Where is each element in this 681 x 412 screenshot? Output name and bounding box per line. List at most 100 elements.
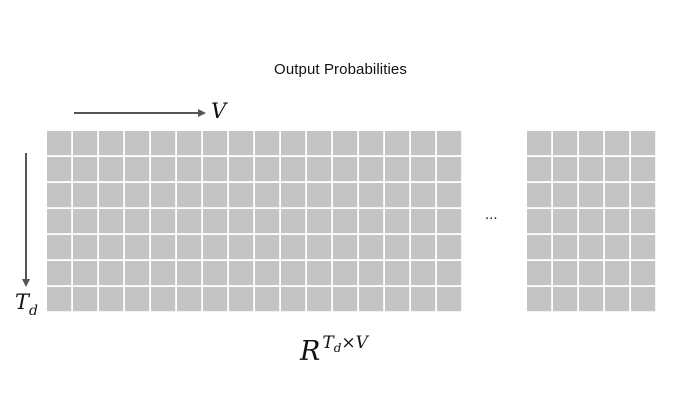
matrix-cell [255, 157, 280, 182]
matrix-cell [411, 209, 436, 234]
matrix-cell [255, 261, 280, 286]
matrix-cell [631, 287, 656, 312]
matrix-cell [99, 261, 124, 286]
matrix-cell [47, 131, 72, 156]
matrix-cell [631, 261, 656, 286]
matrix-cell [73, 157, 98, 182]
matrix-cell [553, 209, 578, 234]
formula-base: R [300, 336, 321, 367]
matrix-cell [255, 287, 280, 312]
matrix-cell [631, 183, 656, 208]
matrix-cell [229, 287, 254, 312]
matrix-cell [437, 287, 462, 312]
matrix-cell [125, 183, 150, 208]
matrix-cell [527, 209, 552, 234]
matrix-cell [579, 209, 604, 234]
matrix-cell [333, 157, 358, 182]
matrix-cell [281, 209, 306, 234]
matrix-cell [437, 157, 462, 182]
matrix-cell [579, 157, 604, 182]
matrix-cell [385, 183, 410, 208]
matrix-cell [47, 287, 72, 312]
matrix-cell [385, 235, 410, 260]
matrix-cell [177, 209, 202, 234]
matrix-cell [437, 131, 462, 156]
matrix-cell [437, 209, 462, 234]
matrix-cell [359, 287, 384, 312]
matrix-cell [411, 261, 436, 286]
matrix-cell [281, 235, 306, 260]
matrix-cell [359, 209, 384, 234]
formula-superscript-subscript: d [333, 341, 342, 355]
matrix-cell [605, 287, 630, 312]
matrix-cell [255, 183, 280, 208]
matrix-cell [385, 157, 410, 182]
matrix-cell [411, 183, 436, 208]
matrix-cell [553, 235, 578, 260]
matrix-cell [605, 261, 630, 286]
matrix-cell [307, 209, 332, 234]
matrix-cell [255, 209, 280, 234]
matrix-cell [553, 157, 578, 182]
matrix-cell [99, 235, 124, 260]
matrix-cell [151, 183, 176, 208]
matrix-cell [631, 235, 656, 260]
matrix-cell [359, 183, 384, 208]
matrix-cell [385, 209, 410, 234]
matrix-cell [47, 209, 72, 234]
matrix-dimension-formula: R Td×V [300, 335, 368, 367]
matrix-cell [125, 261, 150, 286]
matrix-cell [151, 131, 176, 156]
matrix-cell [203, 131, 228, 156]
matrix-cell [307, 183, 332, 208]
matrix-cell [151, 287, 176, 312]
td-axis-label-subscript: d [29, 303, 38, 319]
matrix-cell [151, 261, 176, 286]
matrix-cell [385, 287, 410, 312]
matrix-cell [229, 209, 254, 234]
matrix-cell [203, 209, 228, 234]
matrix-cell [73, 131, 98, 156]
matrix-cell [47, 235, 72, 260]
matrix-cell [307, 235, 332, 260]
matrix-cell [307, 261, 332, 286]
matrix-cell [527, 183, 552, 208]
matrix-cell [203, 287, 228, 312]
formula-superscript: Td×V [322, 333, 368, 355]
matrix-cell [579, 131, 604, 156]
matrix-cell [151, 209, 176, 234]
matrix-cell [99, 157, 124, 182]
matrix-cell [177, 287, 202, 312]
matrix-cell [307, 287, 332, 312]
matrix-cell [307, 157, 332, 182]
matrix-cell [333, 209, 358, 234]
matrix-cell [385, 261, 410, 286]
matrix-cell [553, 183, 578, 208]
matrix-cell [605, 131, 630, 156]
matrix-cell [177, 183, 202, 208]
matrix-cell [177, 235, 202, 260]
matrix-cell [385, 131, 410, 156]
matrix-cell [527, 261, 552, 286]
matrix-cell [579, 183, 604, 208]
matrix-cell [437, 261, 462, 286]
matrix-cell [411, 235, 436, 260]
matrix-cell [177, 131, 202, 156]
matrix-grid-main [47, 131, 462, 312]
matrix-cell [281, 157, 306, 182]
matrix-cell [281, 261, 306, 286]
matrix-cell [73, 261, 98, 286]
matrix-cell [73, 183, 98, 208]
matrix-cell [229, 131, 254, 156]
matrix-cell [125, 131, 150, 156]
matrix-cell [359, 235, 384, 260]
matrix-cell [177, 157, 202, 182]
matrix-cell [307, 131, 332, 156]
matrix-cell [359, 261, 384, 286]
matrix-cell [125, 287, 150, 312]
diagram-title: Output Probabilities [274, 61, 407, 78]
matrix-cell [47, 157, 72, 182]
matrix-cell [631, 209, 656, 234]
matrix-cell [333, 261, 358, 286]
